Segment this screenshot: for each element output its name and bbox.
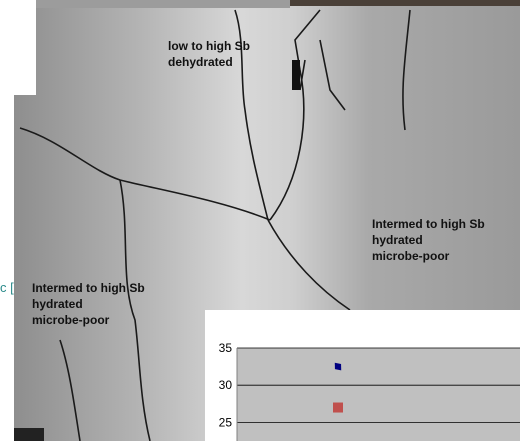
annotation-line: microbe-poor xyxy=(372,249,450,263)
annotation-line: hydrated xyxy=(32,297,83,311)
y-tick-label: 25 xyxy=(219,415,233,429)
annotation-line: hydrated xyxy=(372,233,423,247)
dark-corner xyxy=(14,428,44,441)
blank xyxy=(0,0,36,95)
page: low to high Sb dehydrated Intermed to high… xyxy=(0,0,520,441)
text-fragment: c [ xyxy=(0,280,14,295)
y-tick-label: 35 xyxy=(219,341,233,355)
screenshot: low to high Sb dehydrated Intermed to high… xyxy=(0,0,520,441)
plot-area xyxy=(237,348,520,441)
annotation-line: microbe-poor xyxy=(32,313,110,327)
micrograph-top xyxy=(36,0,290,8)
annotation-line: low to high Sb xyxy=(168,39,250,53)
pit xyxy=(292,60,300,90)
y-tick-label: 30 xyxy=(219,378,233,392)
annotation-line: Intermed to high Sb xyxy=(32,281,145,295)
point xyxy=(333,403,343,413)
annotation-line: dehydrated xyxy=(168,55,233,69)
annotation-line: Intermed to high Sb xyxy=(372,217,485,231)
